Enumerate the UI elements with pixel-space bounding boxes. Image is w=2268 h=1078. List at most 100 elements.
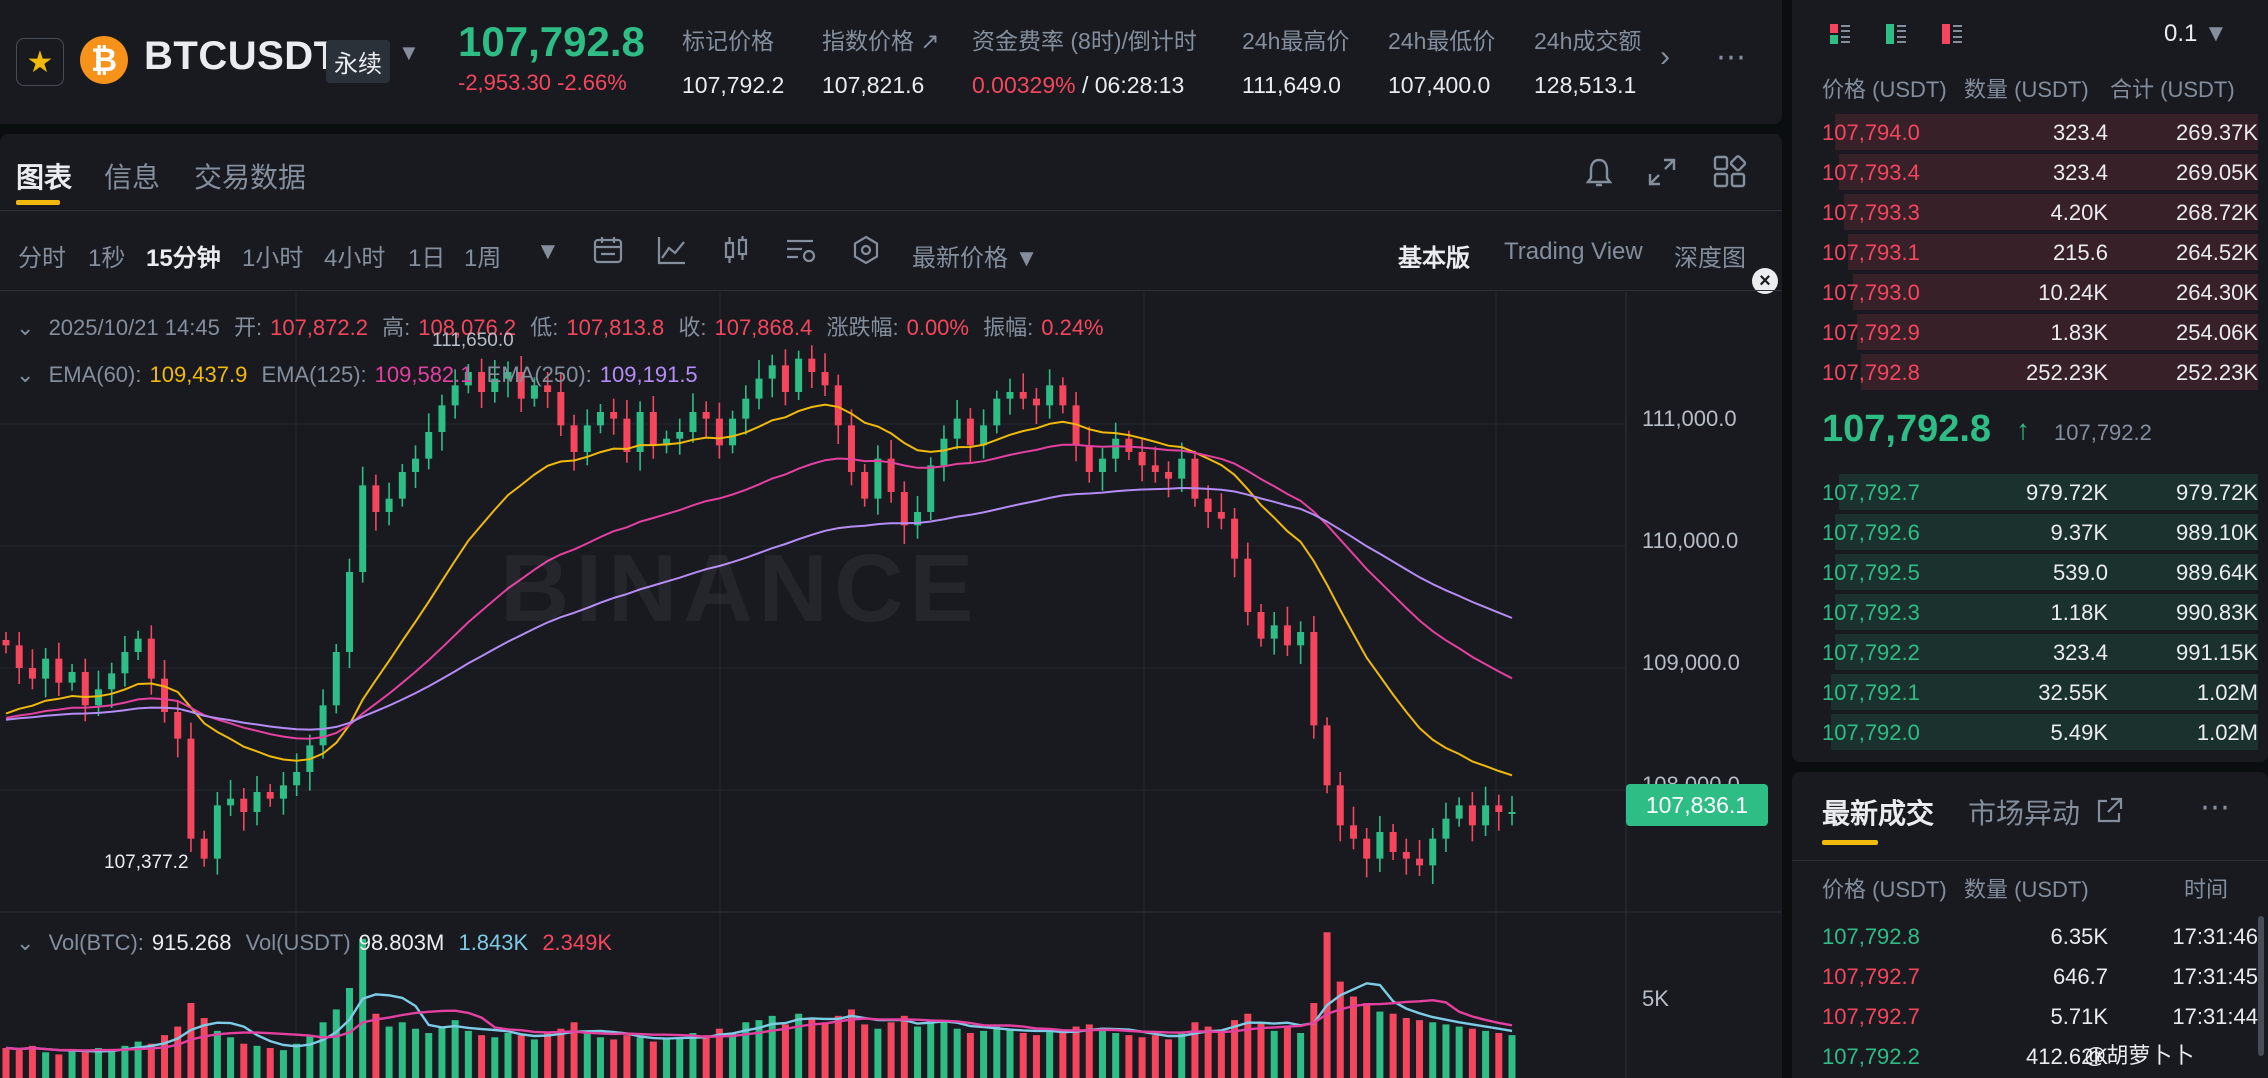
candle-body [1112,438,1120,459]
ask-row[interactable]: 107,793.1 215.6 264.52K [1822,232,2258,272]
fullscreen-expand-icon[interactable] [1646,156,1678,188]
candlestick-chart[interactable] [0,292,1782,1078]
candle-body [1032,398,1040,406]
price-type-select[interactable]: 最新价格 ▼ [912,245,1039,272]
ask-row[interactable]: 107,792.8 252.23K 252.23K [1822,352,2258,392]
volume-bar [768,1015,776,1078]
tab-market-movers[interactable]: 市场异动 [1968,798,2081,829]
ema-legend[interactable]: ⌄ EMA(60): 109,437.9 EMA(125): 109,582.1 E… [16,362,698,387]
ask-row[interactable]: 107,793.4 323.4 269.05K [1822,152,2258,192]
candle-body [1046,385,1054,406]
divider [0,290,1782,291]
timeframe-1d[interactable]: 1日 [408,245,446,272]
ask-row[interactable]: 107,793.3 4.20K 268.72K [1822,192,2258,232]
orderbook-bids-view-icon[interactable] [1884,22,1908,46]
bid-row[interactable]: 107,792.7 979.72K 979.72K [1822,472,2258,512]
timeframe-1w[interactable]: 1周 [464,245,502,272]
trade-qty: 6.35K [2050,924,2109,949]
chart-settings-icon[interactable] [784,234,818,266]
candle-body [1508,812,1516,814]
more-options-icon[interactable]: ⋯ [2200,791,2230,824]
orderbook-asks-view-icon[interactable] [1940,22,1964,46]
timeframe-time[interactable]: 分时 [18,245,66,272]
candle-body [729,418,737,446]
candle-body [174,712,182,739]
symbol-dropdown-caret-icon[interactable]: ▼ [398,40,420,65]
tab-trading-data[interactable]: 交易数据 [194,162,307,193]
volume-bar [279,1050,287,1078]
candle-body [570,425,578,452]
candle-body [266,792,274,799]
stat-index-price[interactable]: 指数价格 ↗ 107,821.6 [822,28,940,98]
timeframe-more-caret-icon[interactable]: ▼ [536,238,560,265]
view-depth-chart[interactable]: 深度图 [1674,245,1746,272]
ob-qty: 323.4 [2052,640,2108,665]
hexagon-tool-icon[interactable] [850,234,882,266]
candle-body [1178,458,1186,479]
bid-row[interactable]: 107,792.2 323.4 991.15K [1822,632,2258,672]
popout-external-icon[interactable] [2094,796,2124,826]
precision-select[interactable]: 0.1 ▼ [2164,20,2228,47]
volume-bar [583,1033,591,1078]
volume-bar [834,1015,842,1078]
collapse-chevron-icon[interactable]: ⌄ [16,362,35,387]
collapse-chevron-icon[interactable]: ⌄ [16,930,35,955]
ask-row[interactable]: 107,792.9 1.83K 254.06K [1822,312,2258,352]
volume-bar [94,1048,102,1078]
candle-body [385,498,393,512]
ask-row[interactable]: 107,793.0 10.24K 264.30K [1822,272,2258,312]
tab-chart[interactable]: 图表 [16,162,73,193]
collapse-chevron-icon[interactable]: ⌄ [16,315,35,340]
timeframe-1h[interactable]: 1小时 [242,245,304,272]
trade-row[interactable]: 107,792.7 5.71K 17:31:44 [1822,998,2258,1038]
view-basic[interactable]: 基本版 [1398,245,1470,272]
bid-row[interactable]: 107,792.3 1.18K 990.83K [1822,592,2258,632]
more-options-icon[interactable]: ⋯ [1716,41,1746,74]
orderbook-both-view-icon[interactable] [1828,22,1852,46]
timeframe-1s[interactable]: 1秒 [88,245,126,272]
bell-icon[interactable] [1584,156,1614,190]
bid-row[interactable]: 107,792.1 32.55K 1.02M [1822,672,2258,712]
ask-row[interactable]: 107,794.0 323.4 269.37K [1822,112,2258,152]
volume-bar [1349,996,1357,1078]
calendar-icon[interactable] [592,234,624,266]
view-tradingview[interactable]: Trading View [1504,238,1643,265]
ema250-line [5,486,1513,731]
symbol-name[interactable]: BTCUSDT [144,34,339,78]
volume-bar [319,1022,327,1078]
ob-price: 107,793.4 [1822,160,1920,185]
volume-bar [596,1037,604,1078]
timeframe-4h[interactable]: 4小时 [324,245,386,272]
timeframe-15m[interactable]: 15分钟 [146,245,221,272]
favorite-star-icon[interactable]: ★ [16,38,64,86]
trades-scrollbar[interactable] [2258,916,2264,1056]
trade-row[interactable]: 107,792.7 646.7 17:31:45 [1822,958,2258,998]
volume-bar [293,1043,301,1078]
close-panel-icon[interactable]: × [1752,268,1778,294]
ohlc-legend[interactable]: ⌄ 2025/10/21 14:45 开: 107,872.2 高: 108,076… [16,315,1104,340]
layout-grid-icon[interactable] [1712,154,1748,190]
indicator-line-icon[interactable] [656,234,688,266]
y-axis-label: 111,000.0 [1642,406,1737,431]
bid-row[interactable]: 107,792.0 5.49K 1.02M [1822,712,2258,752]
tab-recent-trades[interactable]: 最新成交 [1822,798,1935,829]
bid-row[interactable]: 107,792.6 9.37K 989.10K [1822,512,2258,552]
trade-row[interactable]: 107,792.8 6.35K 17:31:46 [1822,918,2258,958]
trade-row[interactable]: 107,792.2 412.62K [1822,1038,2258,1078]
volume-bar [689,1033,697,1078]
bid-row[interactable]: 107,792.5 539.0 989.64K [1822,552,2258,592]
volume-bar [1455,1026,1463,1078]
volume-bar [1283,1026,1291,1078]
volume-bar [781,1024,789,1078]
volume-legend[interactable]: ⌄ Vol(BTC): 915.268 Vol(USDT) 98.803M 1.84… [16,930,613,955]
stat-24h-low: 24h最低价 107,400.0 [1388,28,1496,98]
candlestick-type-icon[interactable] [720,234,752,266]
ob-qty: 979.72K [2026,480,2108,505]
scroll-right-chevron-icon[interactable]: › [1660,40,1670,73]
tab-info[interactable]: 信息 [104,162,161,193]
ob-total: 264.30K [2176,280,2258,305]
volume-bar [1112,1033,1120,1078]
candle-body [1323,725,1331,786]
candle-body [1442,818,1450,839]
volume-bar [1257,1022,1265,1078]
